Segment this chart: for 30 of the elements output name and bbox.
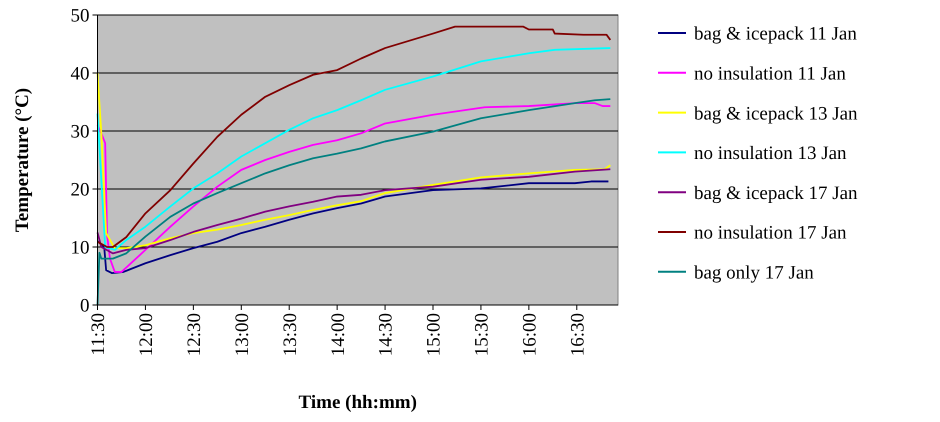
y-tick-label: 10 <box>70 238 90 259</box>
x-tick-label: 15:00 <box>424 313 445 356</box>
y-tick-label: 20 <box>70 180 90 201</box>
line-series <box>96 102 612 273</box>
line-series <box>96 98 612 306</box>
x-tick-label: 13:00 <box>232 313 253 356</box>
x-tick-label: 16:00 <box>520 313 541 356</box>
y-tick-label: 0 <box>80 296 90 317</box>
y-tick-label: 30 <box>70 122 90 143</box>
x-tick-label: 15:30 <box>472 313 493 356</box>
y-axis-title: Temperature (°C) <box>12 88 33 232</box>
x-tick-label: 16:30 <box>567 313 588 356</box>
legend-label: bag only 17 Jan <box>694 262 814 284</box>
legend-label: bag & icepack 11 Jan <box>694 24 858 45</box>
y-tick-label: 50 <box>70 6 90 27</box>
legend-label: bag & icepack 13 Jan <box>694 103 858 124</box>
x-tick-label: 14:30 <box>376 313 397 356</box>
x-tick-label: 11:30 <box>88 313 110 356</box>
legend-label: no insulation 17 Jan <box>694 222 848 244</box>
y-tick-label: 40 <box>70 64 90 85</box>
x-tick-label: 14:00 <box>328 313 349 356</box>
x-tick-label: 13:30 <box>280 313 301 356</box>
x-tick-label: 12:30 <box>184 313 206 356</box>
x-axis-title: Time (hh:mm) <box>298 392 417 413</box>
legend-label: bag & icepack 17 Jan <box>694 182 858 204</box>
line-series <box>96 180 610 274</box>
line-series <box>96 168 612 254</box>
x-tick-label: 12:00 <box>136 313 158 356</box>
legend-label: no insulation 11 Jan <box>694 63 846 84</box>
legend-label: no insulation 13 Jan <box>694 143 848 164</box>
